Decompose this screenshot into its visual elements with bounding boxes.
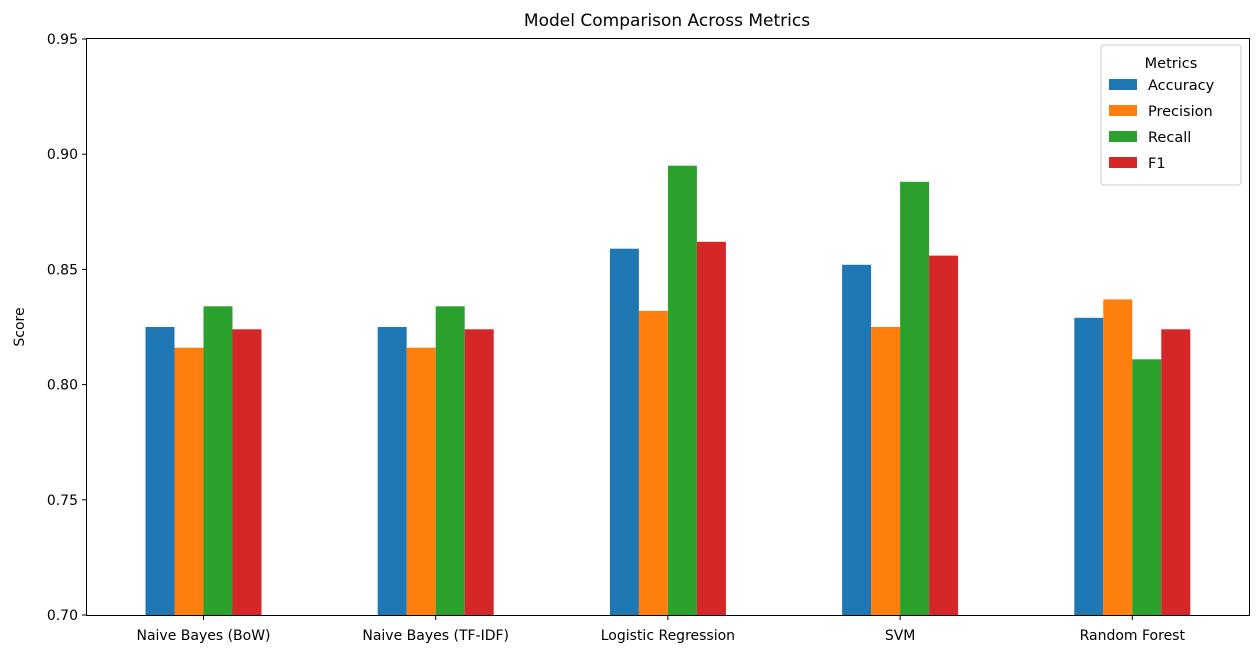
bar-f1-1: [464, 329, 494, 615]
bar-accuracy-1: [377, 327, 407, 615]
bar-precision-0: [174, 347, 204, 615]
legend-swatch-precision: [1109, 105, 1137, 116]
chart-title: Model Comparison Across Metrics: [524, 11, 810, 31]
bar-recall-3: [900, 181, 930, 616]
bar-recall-1: [435, 306, 465, 615]
legend-label-precision: Precision: [1148, 104, 1213, 120]
bars-layer: [145, 165, 1191, 616]
bar-accuracy-4: [1074, 317, 1104, 615]
y-tick-label: 0.95: [47, 32, 78, 48]
bar-f1-3: [929, 255, 959, 615]
bar-recall-2: [667, 165, 697, 615]
bar-precision-2: [638, 310, 668, 615]
legend-items: Accuracy Precision Recall F1: [1109, 78, 1215, 172]
legend-swatch-recall: [1109, 131, 1137, 142]
bar-recall-4: [1132, 359, 1162, 615]
x-tick-label: Naive Bayes (BoW): [136, 628, 270, 644]
bar-recall-0: [203, 306, 233, 615]
bar-accuracy-3: [842, 264, 872, 615]
y-tick-label: 0.70: [47, 608, 78, 624]
legend-swatch-f1: [1109, 157, 1137, 168]
y-tick-label: 0.90: [47, 147, 78, 163]
legend-label-f1: F1: [1148, 156, 1166, 172]
bar-precision-1: [406, 347, 436, 615]
legend-label-recall: Recall: [1148, 130, 1191, 146]
y-tick-label: 0.80: [47, 378, 78, 394]
x-tick-label: Logistic Regression: [601, 628, 735, 644]
y-axis-label: Score: [12, 307, 28, 346]
legend-label-accuracy: Accuracy: [1148, 78, 1215, 94]
bar-f1-4: [1161, 329, 1191, 615]
x-tick-label: Naive Bayes (TF-IDF): [362, 628, 509, 644]
legend-title: Metrics: [1145, 56, 1198, 72]
bar-f1-0: [232, 329, 262, 615]
x-tick-label: Random Forest: [1080, 628, 1186, 644]
x-axis: Naive Bayes (BoW) Naive Bayes (TF-IDF) Log…: [136, 615, 1185, 644]
bar-precision-4: [1103, 299, 1133, 615]
bar-accuracy-0: [145, 327, 175, 615]
legend: Metrics Accuracy Precision Recall F1: [1100, 44, 1242, 186]
x-tick-label: SVM: [885, 628, 916, 644]
bar-precision-3: [871, 327, 901, 615]
bar-accuracy-2: [609, 248, 639, 615]
y-axis: 0.70 0.75 0.80 0.85 0.90 0.95: [47, 32, 87, 624]
y-tick-label: 0.75: [47, 493, 78, 509]
legend-swatch-accuracy: [1109, 79, 1137, 90]
bar-f1-2: [696, 241, 726, 616]
y-tick-label: 0.85: [47, 262, 78, 278]
